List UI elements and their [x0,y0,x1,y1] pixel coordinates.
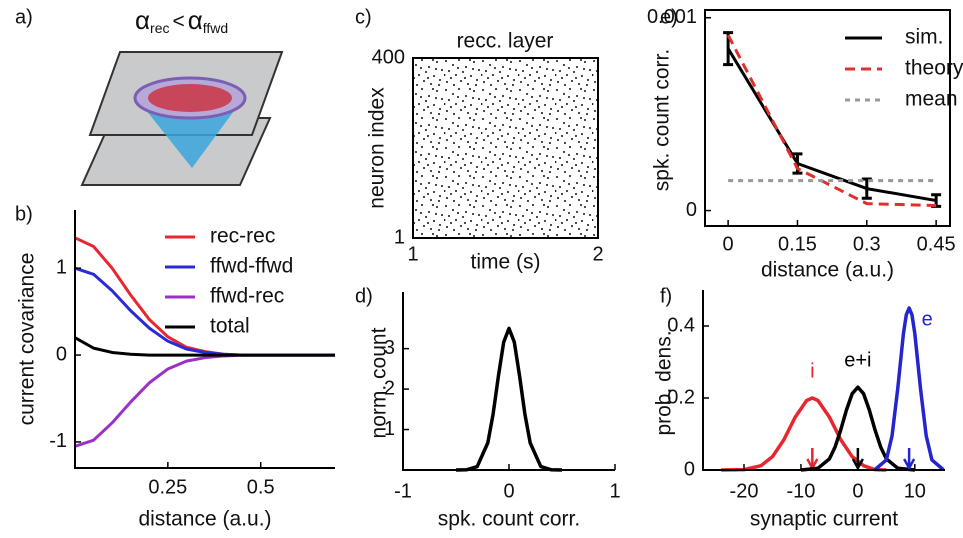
panel-label: a) [15,6,33,28]
axis-line [402,292,615,471]
chart-title: recc. layer [457,30,554,53]
schematic-formula: αrec < αffwd [135,5,228,36]
schematic: a) αrec < αffwd [15,5,284,186]
subscript: ffwd [203,20,228,36]
x-axis-label: distance (a.u.) [761,259,894,282]
legend-label: rec-rec [210,225,275,248]
y-axis-label: neuron index [366,87,389,209]
axis-line [702,290,945,471]
series-label: e [922,308,933,330]
panel-label: c) [355,6,372,28]
y-tick-label: 1 [56,256,67,278]
x-tick-label: 0.45 [917,233,956,255]
y-tick-label: 0.2 [667,386,695,408]
y-tick-label: 1 [384,418,395,440]
x-axis-label: synaptic current [750,508,898,531]
subscript: rec [150,20,169,36]
x-axis-label: spk. count corr. [438,508,580,531]
line-series [74,336,335,357]
y-tick-label: 3 [384,337,395,359]
line-series [800,385,916,472]
y-tick-label: 1 [394,226,405,248]
x-tick-label: 1 [609,480,620,502]
x-tick-label: 0 [503,480,514,502]
y-axis-label: prob. dens. [653,330,676,435]
line-series [873,306,945,471]
y-tick-label: 2 [384,377,395,399]
legend-label: theory [905,57,963,80]
y-axis-label: current covariance [16,253,39,426]
panel-label: d) [355,285,373,307]
x-tick-label: -1 [394,480,412,502]
plot-frame [412,57,599,239]
x-tick-label: 0.25 [148,476,187,498]
x-tick-label: -20 [730,480,759,502]
legend-label: total [210,315,250,338]
panel-label: e) [660,6,678,28]
symbol: α [188,5,203,35]
line-series [726,47,937,203]
y-tick-label: 0.4 [667,314,695,336]
x-tick-label: -10 [786,480,815,502]
x-axis-label: time (s) [471,251,541,274]
panel-label: b) [15,203,33,225]
x-tick-label: 0 [852,480,863,502]
relation: < [172,10,184,33]
error-bar [861,177,872,200]
line-series [74,236,335,357]
x-tick-label: 2 [592,243,603,265]
y-axis-label: spk. count corr. [651,49,674,191]
y-tick-label: 400 [372,46,405,68]
y-tick-label: 0 [686,199,697,221]
series-label: i [810,360,814,382]
mean-arrow [903,448,916,471]
line-series [726,34,937,208]
y-tick-label: 0.001 [647,6,697,28]
series-label: e+i [844,349,871,371]
x-tick-label: 10 [904,480,926,502]
plot-frame [704,9,951,227]
mean-arrow [806,448,819,471]
x-tick-label: 0.3 [853,233,881,255]
x-tick-label: 1 [407,243,418,265]
line-series [74,266,335,357]
panel-label: f) [660,285,672,307]
y-tick-label: 0 [56,343,67,365]
inner-disc [148,84,232,112]
legend-label: ffwd-rec [210,285,284,308]
legend-label: sim. [905,26,944,49]
x-tick-label: 0.5 [247,476,275,498]
line-series [74,353,335,448]
y-tick-label: -1 [49,430,67,452]
x-tick-label: 0.15 [778,233,817,255]
x-axis-label: distance (a.u.) [138,508,271,531]
x-tick-label: 0 [723,233,734,255]
axis-line [74,210,335,469]
spike-raster [413,58,598,238]
legend-label: mean [905,88,958,111]
symbol: α [135,5,150,35]
legend-label: ffwd-ffwd [210,255,293,278]
y-axis-label: norm. count [368,327,391,438]
y-tick-label: 0 [684,458,695,480]
line-series [455,326,563,472]
